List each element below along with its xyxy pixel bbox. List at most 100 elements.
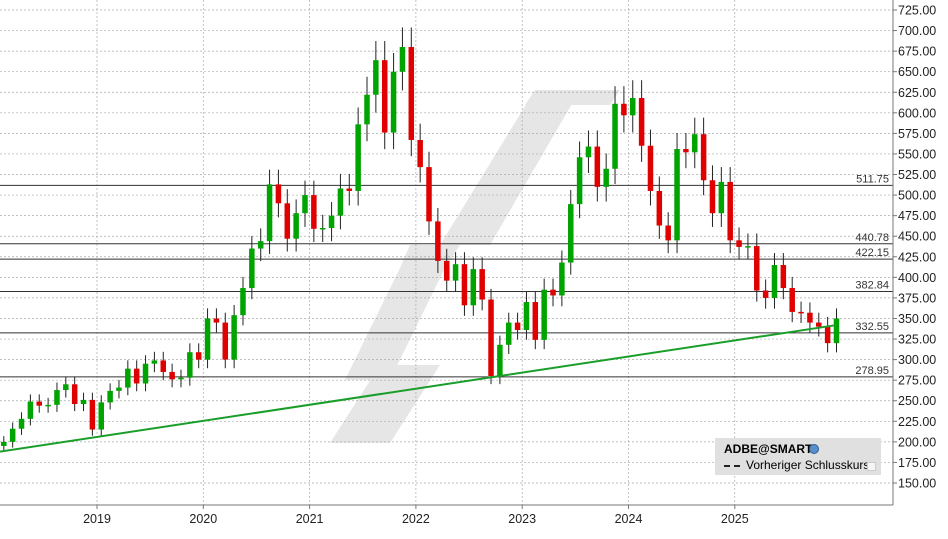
candle-body — [107, 390, 113, 403]
watermark-shape — [345, 268, 445, 380]
candle-body — [612, 103, 618, 169]
x-tick-label: 2021 — [296, 512, 324, 526]
legend-title: ADBE@SMART — [724, 442, 813, 456]
candle-body — [80, 399, 87, 405]
legend-entry: Vorheriger Schlusskurs — [746, 458, 870, 472]
y-tick-label: 200.00 — [898, 435, 936, 449]
candle-body — [762, 290, 769, 298]
candle-body — [443, 260, 450, 281]
candle-body — [461, 264, 468, 306]
candle-body — [736, 240, 742, 247]
y-tick-label: 300.00 — [898, 353, 936, 367]
candle-body — [125, 368, 131, 388]
x-tick-label: 2025 — [721, 512, 749, 526]
candle-body — [638, 98, 645, 146]
candle-body — [195, 352, 202, 360]
candle-body — [497, 344, 503, 377]
x-tick-label: 2024 — [615, 512, 643, 526]
candle-body — [319, 227, 326, 230]
trendline — [0, 324, 837, 453]
y-tick-label: 275.00 — [898, 374, 936, 388]
level-label: 440.78 — [855, 232, 889, 244]
candle-body — [683, 149, 689, 153]
candle-body — [337, 188, 344, 216]
dashed-line-icon — [724, 465, 740, 467]
watermark-shape — [330, 365, 440, 443]
candle-body — [674, 149, 680, 241]
candle-body — [160, 360, 167, 372]
y-tick-label: 675.00 — [898, 45, 936, 59]
candle-body — [603, 168, 609, 187]
candle-body — [727, 181, 733, 241]
candle-body — [488, 299, 494, 377]
candle-body — [213, 318, 220, 323]
candle-body — [381, 60, 388, 133]
y-tick-label: 175.00 — [898, 456, 936, 470]
y-tick-label: 350.00 — [898, 312, 936, 326]
y-tick-label: 600.00 — [898, 106, 936, 120]
candle-body — [293, 213, 299, 239]
y-tick-label: 625.00 — [898, 86, 936, 100]
candle-body — [169, 371, 175, 380]
x-tick-label: 2022 — [402, 512, 430, 526]
candle-body — [523, 302, 530, 330]
candle-body — [231, 315, 237, 360]
candle-body — [328, 215, 335, 228]
candle-body — [54, 390, 60, 405]
y-tick-label: 150.00 — [898, 476, 936, 490]
y-tick-label: 550.00 — [898, 147, 936, 161]
candle-body — [630, 98, 636, 116]
y-tick-label: 525.00 — [898, 168, 936, 182]
candle-body — [718, 181, 725, 214]
checkbox-icon[interactable] — [867, 462, 876, 471]
y-tick-label: 500.00 — [898, 189, 936, 203]
candle-body — [142, 363, 149, 384]
candle-body — [700, 134, 707, 181]
level-label: 511.75 — [856, 173, 889, 185]
candle-body — [408, 47, 415, 140]
candle-body — [240, 288, 246, 316]
candle-body — [816, 322, 822, 327]
level-label: 382.84 — [855, 279, 889, 291]
candle-body — [311, 195, 317, 229]
y-tick-label: 700.00 — [898, 24, 936, 38]
candle-body — [426, 167, 432, 222]
candle-body — [1, 441, 7, 446]
candle-body — [789, 288, 795, 312]
y-tick-label: 225.00 — [898, 415, 936, 429]
candle-body — [71, 384, 78, 405]
candle-body — [187, 352, 193, 378]
candle-body — [541, 289, 547, 340]
candle-body — [36, 401, 42, 406]
candle-body — [63, 384, 69, 391]
candle-body — [807, 312, 813, 323]
x-tick-label: 2023 — [508, 512, 536, 526]
y-tick-label: 725.00 — [898, 4, 936, 18]
globe-icon[interactable] — [809, 444, 819, 454]
x-tick-label: 2019 — [83, 512, 111, 526]
candle-body — [18, 418, 25, 429]
y-tick-label: 400.00 — [898, 271, 936, 285]
candle-body — [709, 180, 716, 214]
candle-body — [656, 190, 663, 226]
candle-body — [435, 221, 441, 261]
y-tick-label: 475.00 — [898, 209, 936, 223]
candle-body — [222, 322, 229, 360]
y-tick-label: 325.00 — [898, 333, 936, 347]
x-tick-label: 2020 — [189, 512, 217, 526]
candle-body — [133, 368, 140, 384]
candle-body — [745, 246, 751, 248]
candle-body — [116, 387, 122, 391]
candle-body — [798, 311, 804, 314]
candle-body — [417, 139, 423, 168]
candle-body — [266, 184, 273, 242]
candle-body — [284, 203, 291, 239]
candle-body — [567, 204, 574, 263]
candle-body — [275, 184, 282, 204]
candle-body — [514, 322, 521, 330]
candle-body — [373, 60, 379, 95]
legend: ADBE@SMART Vorheriger Schlusskurs — [715, 438, 881, 475]
candle-body — [771, 265, 778, 298]
